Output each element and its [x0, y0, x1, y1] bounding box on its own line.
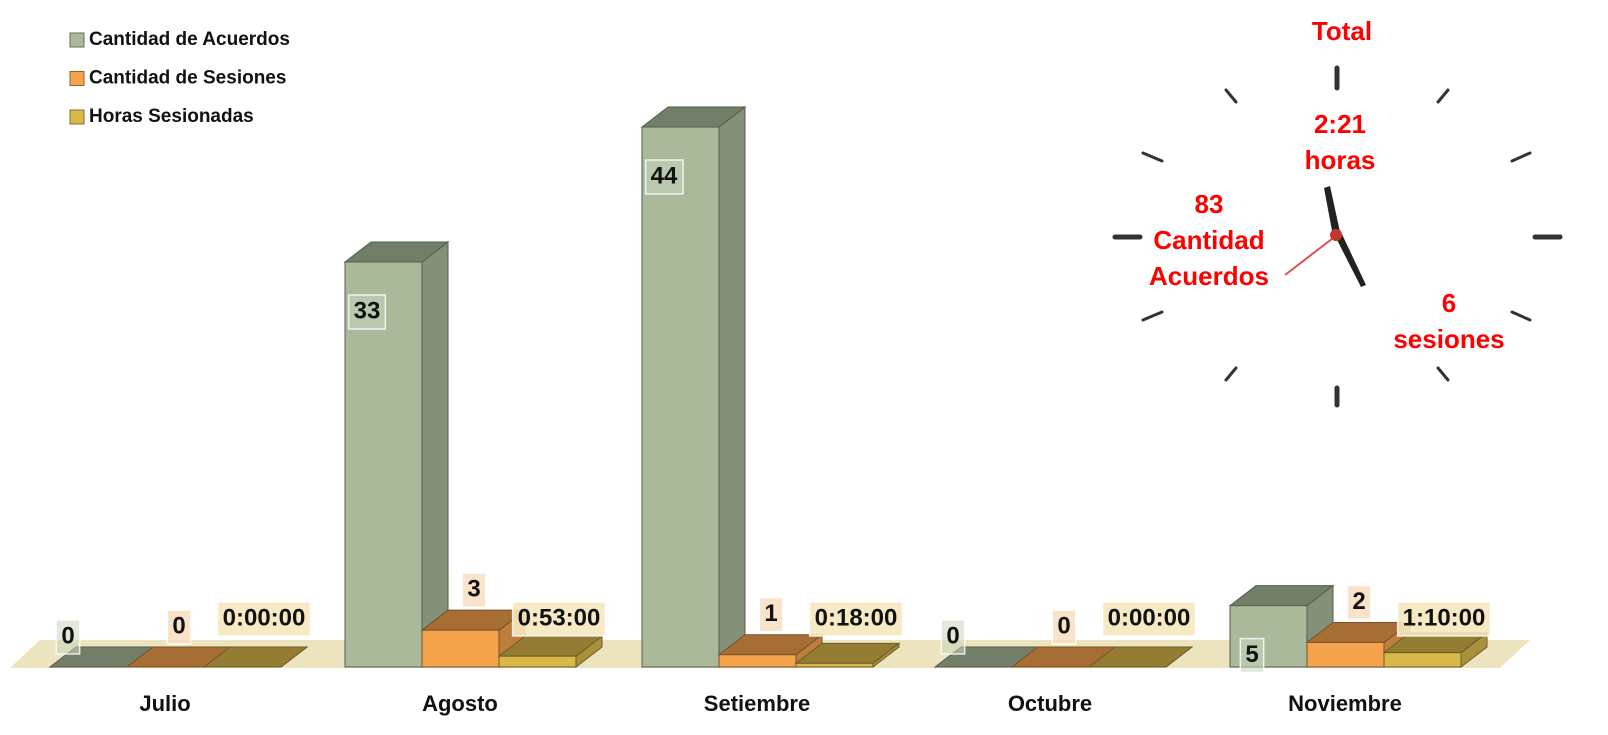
value-label-group: 3	[461, 572, 487, 608]
x-tick-label: Noviembre	[1288, 691, 1402, 716]
bar-front	[1306, 641, 1385, 668]
value-label-group: 0:18:00	[808, 601, 904, 637]
value-label-group: 0	[940, 619, 966, 655]
total-agreements: Cantidad	[1153, 225, 1264, 255]
value-label: 1	[764, 600, 777, 627]
bar-top	[1087, 646, 1194, 668]
clock	[1080, 55, 1608, 427]
clock-tick	[1141, 310, 1164, 322]
value-label-box	[166, 609, 192, 645]
value-label-box	[511, 601, 607, 637]
value-label-box	[55, 619, 81, 655]
bar-front	[1383, 652, 1462, 668]
value-label-group: 2	[1346, 584, 1372, 621]
total-agreements: Acuerdos	[1149, 261, 1269, 291]
legend-label: Horas Sesionadas	[89, 106, 254, 127]
bar-top	[202, 646, 309, 668]
bar-front	[498, 655, 577, 668]
value-label: 5	[1245, 641, 1258, 668]
x-tick-label: Octubre	[1008, 691, 1092, 716]
bar-front	[421, 629, 500, 668]
value-label-box	[808, 601, 904, 637]
value-label-box	[347, 294, 387, 330]
x-tick-label: Julio	[139, 691, 190, 716]
total-hours: horas	[1305, 145, 1376, 175]
value-label: 0:00:00	[1108, 604, 1191, 631]
total-sessions: 6	[1442, 288, 1456, 318]
value-label-box	[1239, 637, 1265, 674]
value-label: 0	[1057, 612, 1070, 639]
legend-swatch	[69, 109, 85, 125]
value-label-group: 0	[55, 619, 81, 655]
clock-second-hand	[1284, 234, 1338, 276]
clock-tick	[1510, 151, 1532, 163]
value-label-group: 0	[166, 609, 192, 645]
value-label-group: 0:53:00	[511, 601, 607, 637]
value-label-group: 33	[347, 294, 387, 330]
value-label: 2	[1352, 588, 1365, 615]
clock-hour-hand	[1324, 186, 1340, 236]
clock-tick	[1224, 88, 1238, 104]
x-tick-label: Setiembre	[704, 691, 810, 716]
bar	[202, 646, 309, 668]
bar	[1382, 631, 1489, 669]
clock-tick	[1141, 151, 1164, 163]
bar-front	[795, 662, 874, 668]
value-label-group: 0:00:00	[1101, 601, 1197, 637]
value-label: 0:18:00	[815, 604, 898, 631]
bar	[794, 642, 901, 669]
value-label: 1:10:00	[1403, 604, 1486, 631]
total-sessions: sesiones	[1393, 324, 1504, 354]
total-hours: 2:21	[1314, 109, 1366, 139]
value-label-group: 0	[1051, 609, 1077, 645]
value-label: 0	[61, 622, 74, 649]
bar-side	[421, 240, 449, 669]
clock-minute-hand	[1333, 230, 1366, 287]
bar	[1087, 646, 1194, 668]
clock-center	[1330, 229, 1342, 241]
x-tick-label: Agosto	[422, 691, 498, 716]
legend-label: Cantidad de Sesiones	[89, 68, 286, 89]
bar-front	[718, 654, 797, 668]
value-label-box	[216, 601, 312, 637]
value-label-box	[758, 596, 784, 633]
value-label-group: 1	[758, 596, 784, 633]
bar-side	[718, 105, 746, 669]
value-label: 0	[946, 622, 959, 649]
value-label-group: 0:00:00	[216, 601, 312, 637]
value-label-box	[1101, 601, 1197, 637]
value-label-box	[1396, 601, 1492, 637]
value-label-box	[1346, 584, 1372, 621]
legend-swatch	[69, 71, 85, 86]
value-label: 0:00:00	[223, 604, 306, 631]
value-label: 0	[172, 612, 185, 639]
value-label-box	[461, 572, 487, 608]
clock-tick	[1510, 310, 1532, 322]
value-label: 3	[467, 576, 480, 603]
clock-tick	[1436, 366, 1450, 382]
total-agreements: 83	[1195, 189, 1224, 219]
total-title: Total	[1312, 16, 1372, 46]
value-label: 0:53:00	[518, 604, 601, 631]
value-label: 33	[354, 297, 381, 324]
value-label-group: 44	[644, 159, 684, 195]
legend-label: Cantidad de Acuerdos	[89, 29, 290, 50]
legend-swatch	[69, 32, 85, 48]
value-label-box	[644, 159, 684, 195]
bar-front	[641, 126, 720, 668]
value-label-box	[940, 619, 966, 655]
value-label-group: 5	[1239, 637, 1265, 674]
clock-tick	[1436, 88, 1450, 104]
value-label: 44	[651, 162, 678, 189]
clock-tick	[1224, 366, 1238, 382]
value-label-box	[1051, 609, 1077, 645]
value-label-group: 1:10:00	[1396, 601, 1492, 637]
bar	[640, 105, 747, 669]
